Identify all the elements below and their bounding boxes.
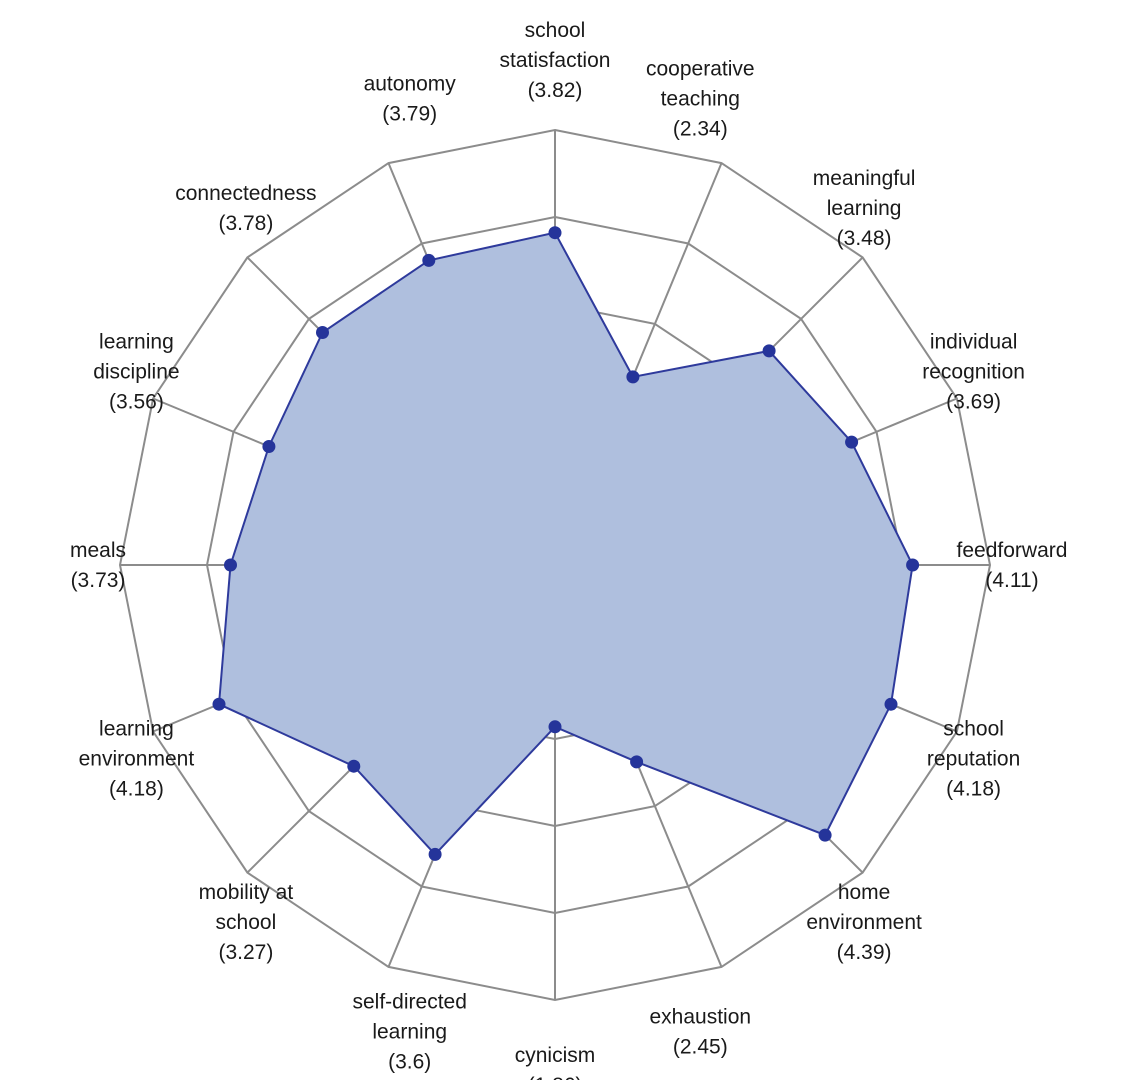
data-point xyxy=(262,440,276,453)
axis-label-line: (3.78) xyxy=(218,212,273,235)
axis-label-line: environment xyxy=(79,747,195,770)
axis-label-line: learning xyxy=(827,197,902,220)
data-point xyxy=(845,435,859,449)
axis-label: meaningful learning (3.48) xyxy=(813,167,916,250)
axis-label: mobility at school (3.27) xyxy=(199,881,294,964)
axis-label-line: teaching xyxy=(661,87,740,110)
axis-label-line: school xyxy=(216,911,277,934)
axis-label: meals (3.73) xyxy=(70,539,126,592)
axis-label-line: exhaustion xyxy=(650,1006,752,1029)
axis-label: exhaustion (2.45) xyxy=(650,1006,752,1059)
axis-label-line: (4.18) xyxy=(109,777,164,800)
axis-label: autonomy (3.79) xyxy=(364,72,457,125)
data-point xyxy=(428,847,442,861)
axis-label: self-directed learning (3.6) xyxy=(353,991,467,1074)
axis-label-line: school xyxy=(943,717,1004,740)
data-area xyxy=(217,231,914,856)
axis-label-line: cooperative xyxy=(646,57,755,80)
axis-label: school reputation (4.18) xyxy=(927,717,1020,800)
axis-labels: school statisfaction (3.82) cooperative teac… xyxy=(70,19,1067,1080)
data-point xyxy=(762,344,776,358)
axis-label-line: (3.56) xyxy=(109,391,164,414)
axis-label-line: discipline xyxy=(93,361,179,384)
data-point xyxy=(422,253,436,267)
data-point xyxy=(548,226,562,240)
axis-label: connectedness (3.78) xyxy=(175,182,316,235)
data-point xyxy=(212,697,226,711)
data-point xyxy=(626,370,640,384)
axis-label-line: home xyxy=(838,881,891,904)
axis-label-line: autonomy xyxy=(364,72,457,95)
axis-label-line: (3.27) xyxy=(218,941,273,964)
axis-label-line: (4.18) xyxy=(946,777,1001,800)
axis-label-line: (1.86) xyxy=(528,1074,583,1080)
axis-label: cooperative teaching (2.34) xyxy=(646,57,755,140)
axis-label-line: (2.45) xyxy=(673,1036,728,1059)
axis-label-line: cynicism xyxy=(515,1044,596,1067)
axis-label: school statisfaction (3.82) xyxy=(500,19,611,102)
data-point xyxy=(630,755,644,769)
axis-label-line: (3.6) xyxy=(388,1051,431,1074)
axis-label-line: meals xyxy=(70,539,126,562)
data-point xyxy=(906,558,920,572)
axis-label: learning environment (4.18) xyxy=(79,717,195,800)
axis-label-line: individual xyxy=(930,331,1018,354)
axis-label: individual recognition (3.69) xyxy=(922,331,1025,414)
data-point xyxy=(347,759,361,773)
data-series xyxy=(212,226,920,861)
axis-label-line: learning xyxy=(372,1021,447,1044)
axis-label-line: reputation xyxy=(927,747,1020,770)
axis-label-line: school xyxy=(525,19,586,42)
axis-label-line: (3.82) xyxy=(528,79,583,102)
data-point xyxy=(884,697,898,711)
axis-label-line: (3.73) xyxy=(71,569,126,592)
axis-label-line: (3.69) xyxy=(946,391,1001,414)
axis-label-line: (4.11) xyxy=(985,569,1038,592)
data-point xyxy=(316,326,329,339)
axis-label-line: connectedness xyxy=(175,182,316,205)
data-point xyxy=(548,720,562,734)
axis-label-line: (4.39) xyxy=(837,941,892,964)
axis-label-line: learning xyxy=(99,331,174,354)
axis-label-line: feedforward xyxy=(957,539,1068,562)
axis-label-line: (2.34) xyxy=(673,117,728,140)
axis-label-line: mobility at xyxy=(199,881,294,904)
axis-label-line: environment xyxy=(806,911,922,934)
axis-label-line: (3.79) xyxy=(382,102,437,125)
axis-label-line: statisfaction xyxy=(500,49,611,72)
axis-label-line: recognition xyxy=(922,361,1025,384)
data-point xyxy=(818,828,832,842)
axis-label: feedforward (4.11) xyxy=(957,539,1068,592)
axis-label: home environment (4.39) xyxy=(806,881,922,964)
axis-label-line: (3.48) xyxy=(837,227,892,250)
axis-label-line: learning xyxy=(99,717,174,740)
data-point xyxy=(224,558,237,572)
axis-label: cynicism (1.86) xyxy=(515,1044,596,1080)
axis-label-line: meaningful xyxy=(813,167,916,190)
axis-label: learning discipline (3.56) xyxy=(93,331,179,414)
axis-label-line: self-directed xyxy=(353,991,467,1014)
